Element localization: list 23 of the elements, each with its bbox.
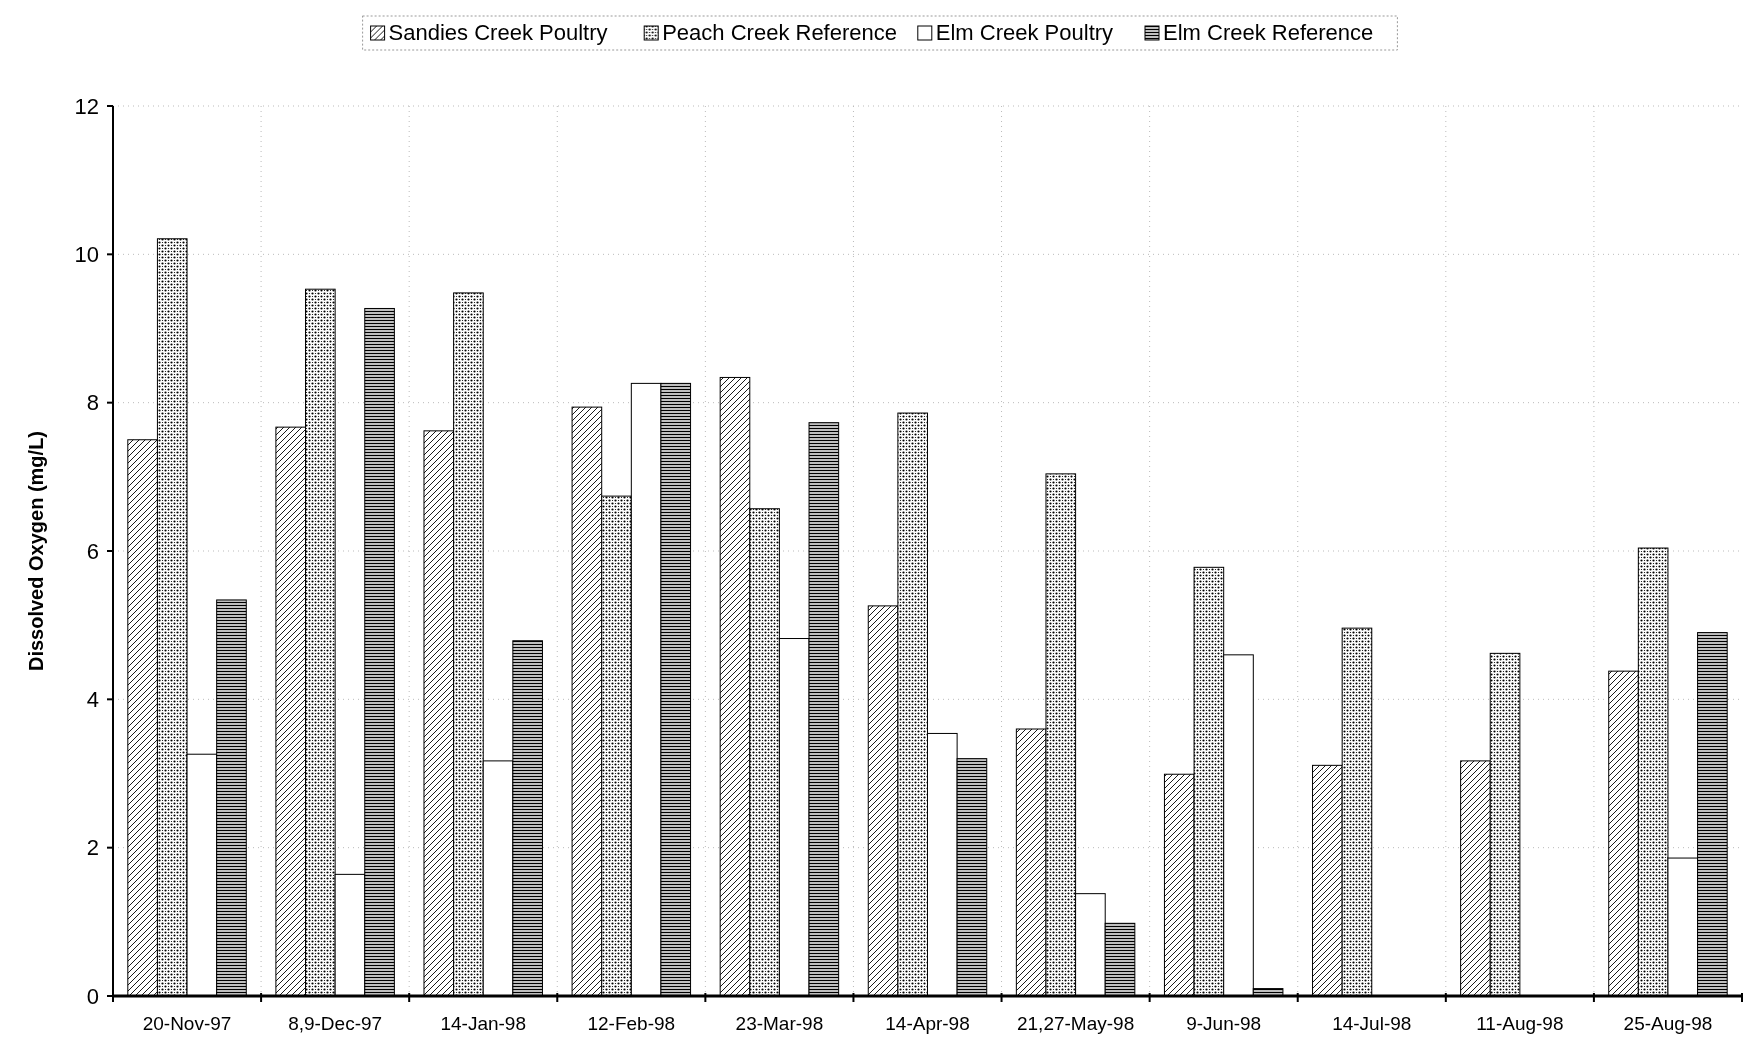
x-tick-label: 11-Aug-98	[1476, 1013, 1564, 1034]
x-tick-label: 14-Apr-98	[885, 1013, 970, 1034]
y-tick-label: 0	[86, 983, 99, 1009]
x-tick-label: 21,27-May-98	[1016, 1013, 1135, 1034]
y-tick-label: 6	[86, 538, 99, 564]
legend-label: Elm Creek Poultry	[935, 20, 1114, 45]
legend-label: Peach Creek Reference	[662, 20, 897, 45]
x-tick-label: 8,9-Dec-97	[288, 1013, 383, 1034]
y-tick-label: 2	[86, 835, 99, 861]
x-tick-label: 20-Nov-97	[142, 1013, 232, 1034]
y-tick-label: 12	[74, 93, 99, 119]
y-tick-label: 10	[74, 242, 99, 268]
y-tick-label: 8	[86, 390, 99, 416]
y-tick-label: 4	[86, 687, 99, 713]
legend-label: Sandies Creek Poultry	[388, 20, 608, 45]
legend-label: Elm Creek Reference	[1163, 20, 1374, 45]
x-tick-label: 23-Mar-98	[735, 1013, 824, 1034]
x-tick-label: 25-Aug-98	[1623, 1013, 1713, 1034]
y-axis-title: Dissolved Oxygen (mg/L)	[25, 430, 47, 672]
x-tick-label: 14-Jul-98	[1332, 1013, 1412, 1034]
x-tick-label: 14-Jan-98	[440, 1013, 527, 1034]
x-tick-label: 12-Feb-98	[587, 1013, 676, 1034]
x-tick-label: 9-Jun-98	[1186, 1013, 1262, 1034]
